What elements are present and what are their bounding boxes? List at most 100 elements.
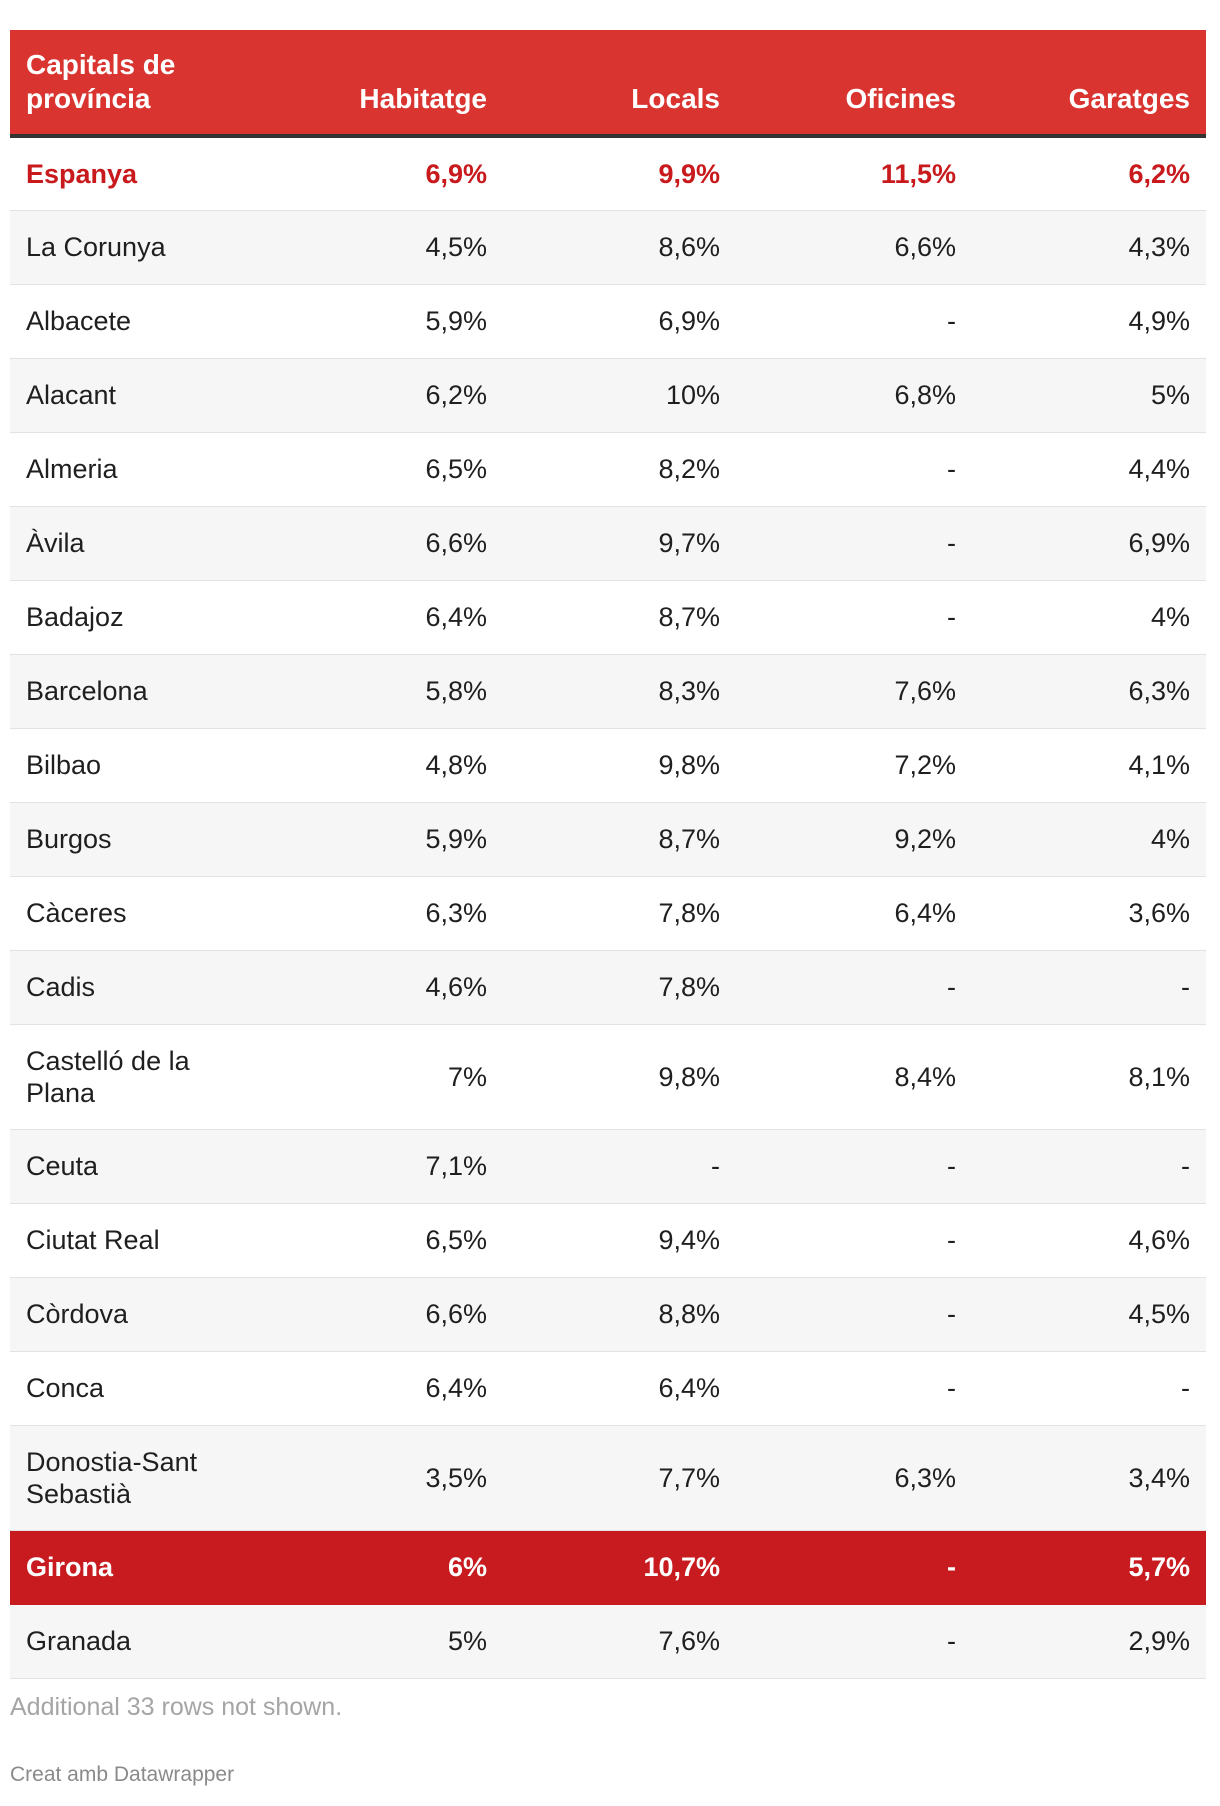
cell-oficines: -: [736, 1277, 972, 1352]
table-row: La Corunya 4,5% 8,6% 6,6% 4,3%: [10, 210, 1206, 285]
row-label: La Corunya: [10, 210, 280, 285]
cell-habitatge: 6,5%: [280, 1203, 503, 1278]
row-label: Almeria: [10, 432, 280, 507]
table-row: Ceuta 7,1% - - -: [10, 1129, 1206, 1204]
cell-locals: 9,8%: [503, 728, 736, 803]
row-label: Castelló de la Plana: [10, 1024, 280, 1130]
cell-locals: 8,6%: [503, 210, 736, 285]
cell-garatges: 4,4%: [972, 432, 1206, 507]
cell-habitatge: 4,8%: [280, 728, 503, 803]
cell-locals: -: [503, 1129, 736, 1204]
cell-habitatge: 4,5%: [280, 210, 503, 285]
table-row: Almeria 6,5% 8,2% -4,4%: [10, 432, 1206, 507]
row-label: Cadis: [10, 950, 280, 1025]
row-label: Ceuta: [10, 1129, 280, 1204]
cell-oficines: 7,2%: [736, 728, 972, 803]
cell-habitatge: 6,6%: [280, 1277, 503, 1352]
cell-garatges: 5%: [972, 358, 1206, 433]
cell-habitatge: 6,3%: [280, 876, 503, 951]
cell-habitatge: 7%: [280, 1024, 503, 1130]
table-row: Girona 6% 10,7% -5,7%: [10, 1530, 1206, 1605]
cell-locals: 9,4%: [503, 1203, 736, 1278]
cell-locals: 8,3%: [503, 654, 736, 729]
cell-locals: 8,2%: [503, 432, 736, 507]
row-label: Bilbao: [10, 728, 280, 803]
table-row: Conca 6,4% 6,4% - -: [10, 1351, 1206, 1426]
table-header: Capitals de província Habitatge Locals O…: [10, 30, 1206, 138]
rows-hidden-note: Additional 33 rows not shown.: [10, 1693, 343, 1721]
row-label: Àvila: [10, 506, 280, 581]
cell-habitatge: 5,9%: [280, 284, 503, 359]
cell-oficines: 11,5%: [736, 136, 972, 211]
table-row: Alacant 6,2% 10% 6,8% 5%: [10, 358, 1206, 433]
cell-oficines: 6,4%: [736, 876, 972, 951]
cell-locals: 8,7%: [503, 580, 736, 655]
cell-oficines: -: [736, 284, 972, 359]
column-header-garatges[interactable]: Garatges: [972, 30, 1206, 138]
cell-habitatge: 6,5%: [280, 432, 503, 507]
row-label: Càceres: [10, 876, 280, 951]
cell-locals: 10%: [503, 358, 736, 433]
cell-locals: 7,8%: [503, 950, 736, 1025]
cell-habitatge: 6,2%: [280, 358, 503, 433]
table-row: Ciutat Real 6,5% 9,4% -4,6%: [10, 1203, 1206, 1278]
cell-garatges: 4,9%: [972, 284, 1206, 359]
cell-oficines: -: [736, 950, 972, 1025]
cell-oficines: -: [736, 506, 972, 581]
cell-garatges: 8,1%: [972, 1024, 1206, 1130]
cell-oficines: -: [736, 1530, 972, 1605]
cell-oficines: -: [736, 1351, 972, 1426]
cell-habitatge: 6%: [280, 1530, 503, 1605]
cell-locals: 7,7%: [503, 1425, 736, 1531]
cell-locals: 7,8%: [503, 876, 736, 951]
row-label: Espanya: [10, 136, 280, 211]
cell-locals: 6,9%: [503, 284, 736, 359]
row-label: Ciutat Real: [10, 1203, 280, 1278]
cell-locals: 9,8%: [503, 1024, 736, 1130]
cell-oficines: -: [736, 1129, 972, 1204]
cell-habitatge: 5,8%: [280, 654, 503, 729]
row-label: Alacant: [10, 358, 280, 433]
row-label: Barcelona: [10, 654, 280, 729]
column-header-oficines[interactable]: Oficines: [736, 30, 972, 138]
column-header-habitatge[interactable]: Habitatge: [280, 30, 503, 138]
row-label: Còrdova: [10, 1277, 280, 1352]
cell-garatges: 6,2%: [972, 136, 1206, 211]
column-header-capital[interactable]: Capitals de província: [10, 30, 280, 138]
cell-garatges: -: [972, 1129, 1206, 1204]
cell-habitatge: 4,6%: [280, 950, 503, 1025]
table-row: Donostia-Sant Sebastià 3,5% 7,7% 6,3% 3,4%: [10, 1425, 1206, 1531]
cell-garatges: 4%: [972, 802, 1206, 877]
cell-garatges: 4,3%: [972, 210, 1206, 285]
credit-text: Creat amb Datawrapper: [10, 1763, 235, 1786]
table-row: Còrdova 6,6% 8,8% -4,5%: [10, 1277, 1206, 1352]
cell-oficines: -: [736, 1203, 972, 1278]
cell-garatges: 4,6%: [972, 1203, 1206, 1278]
cell-locals: 7,6%: [503, 1604, 736, 1679]
cell-locals: 9,9%: [503, 136, 736, 211]
data-table: Capitals de província Habitatge Locals O…: [10, 30, 1206, 1679]
cell-habitatge: 5%: [280, 1604, 503, 1679]
cell-oficines: 7,6%: [736, 654, 972, 729]
header-row: Capitals de província Habitatge Locals O…: [10, 30, 1206, 138]
cell-locals: 9,7%: [503, 506, 736, 581]
cell-garatges: 4,1%: [972, 728, 1206, 803]
cell-garatges: -: [972, 950, 1206, 1025]
cell-oficines: -: [736, 580, 972, 655]
cell-garatges: -: [972, 1351, 1206, 1426]
cell-oficines: 6,8%: [736, 358, 972, 433]
cell-oficines: -: [736, 432, 972, 507]
table-row: Àvila 6,6% 9,7% -6,9%: [10, 506, 1206, 581]
cell-garatges: 2,9%: [972, 1604, 1206, 1679]
cell-oficines: 6,6%: [736, 210, 972, 285]
cell-habitatge: 3,5%: [280, 1425, 503, 1531]
cell-habitatge: 6,4%: [280, 580, 503, 655]
cell-oficines: -: [736, 1604, 972, 1679]
column-header-locals[interactable]: Locals: [503, 30, 736, 138]
cell-habitatge: 6,4%: [280, 1351, 503, 1426]
cell-locals: 10,7%: [503, 1530, 736, 1605]
cell-garatges: 6,9%: [972, 506, 1206, 581]
cell-garatges: 6,3%: [972, 654, 1206, 729]
cell-locals: 8,7%: [503, 802, 736, 877]
cell-garatges: 4%: [972, 580, 1206, 655]
